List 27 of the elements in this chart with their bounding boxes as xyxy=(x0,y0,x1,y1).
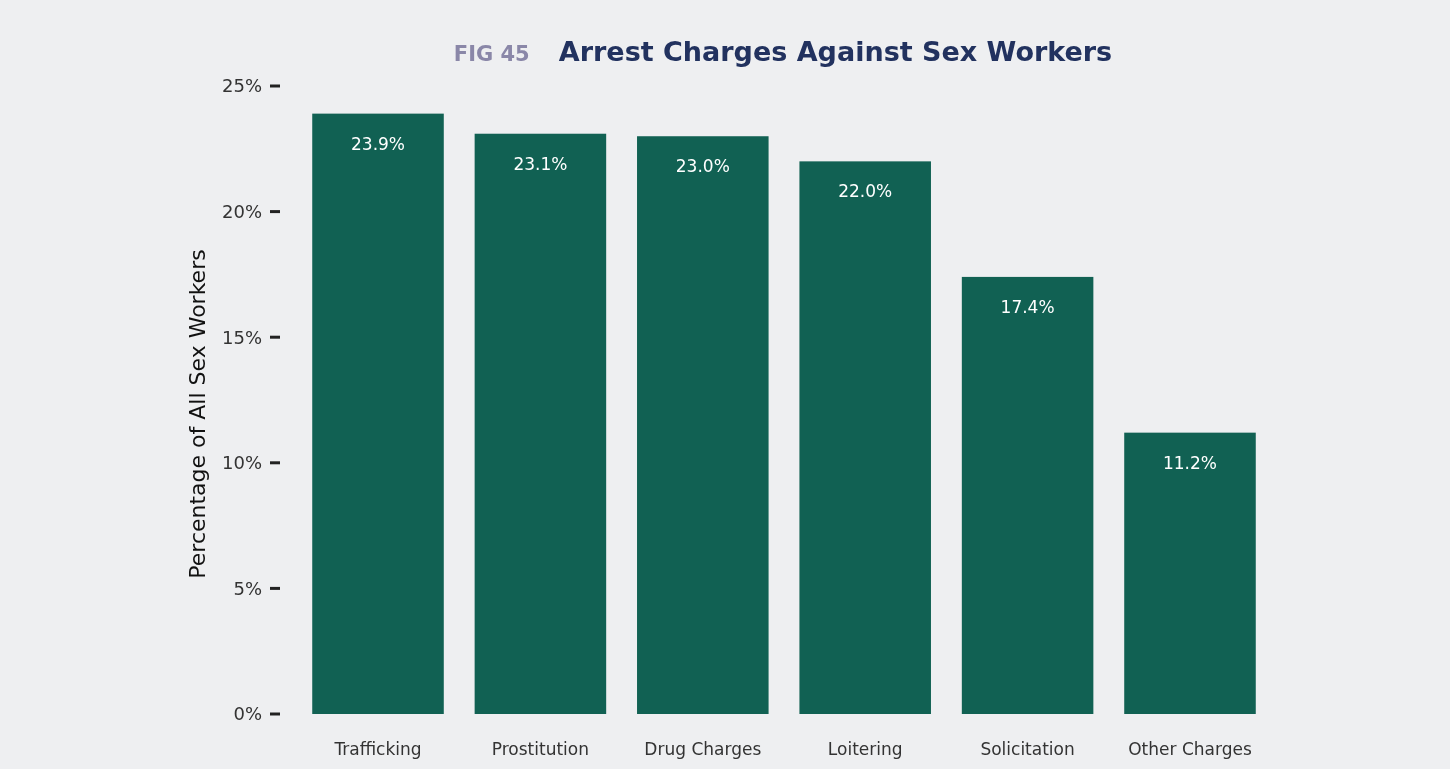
y-axis-title: Percentage of All Sex Workers xyxy=(185,249,210,579)
bar xyxy=(474,133,607,714)
y-tick-label: 25% xyxy=(221,75,262,97)
chart-title: Arrest Charges Against Sex Workers xyxy=(558,36,1113,67)
y-tick-label: 15% xyxy=(221,326,262,348)
bar xyxy=(312,113,444,714)
y-tick-label: 5% xyxy=(233,577,262,599)
y-tick-label: 0% xyxy=(233,703,262,725)
x-tick-label: Solicitation xyxy=(980,739,1075,759)
data-label: 22.0% xyxy=(838,181,893,202)
data-label: 23.9% xyxy=(351,133,406,154)
bar xyxy=(961,276,1094,714)
chart-subtitle: FIG 45 xyxy=(453,42,530,66)
x-tick-label: Loitering xyxy=(827,739,903,759)
y-tick-label: 20% xyxy=(221,200,262,222)
data-label: 17.4% xyxy=(1000,296,1055,317)
bar xyxy=(637,136,769,714)
x-tick-label: Drug Charges xyxy=(644,739,762,759)
data-label: 11.2% xyxy=(1162,452,1217,473)
data-label: 23.1% xyxy=(513,153,568,174)
data-label: 23.0% xyxy=(675,156,730,177)
bar xyxy=(799,161,931,714)
y-tick-label: 10% xyxy=(221,452,262,474)
bar xyxy=(1124,432,1256,714)
x-tick-label: Prostitution xyxy=(491,739,590,759)
x-tick-label: Trafficking xyxy=(333,739,422,759)
x-tick-label: Other Charges xyxy=(1128,739,1252,759)
